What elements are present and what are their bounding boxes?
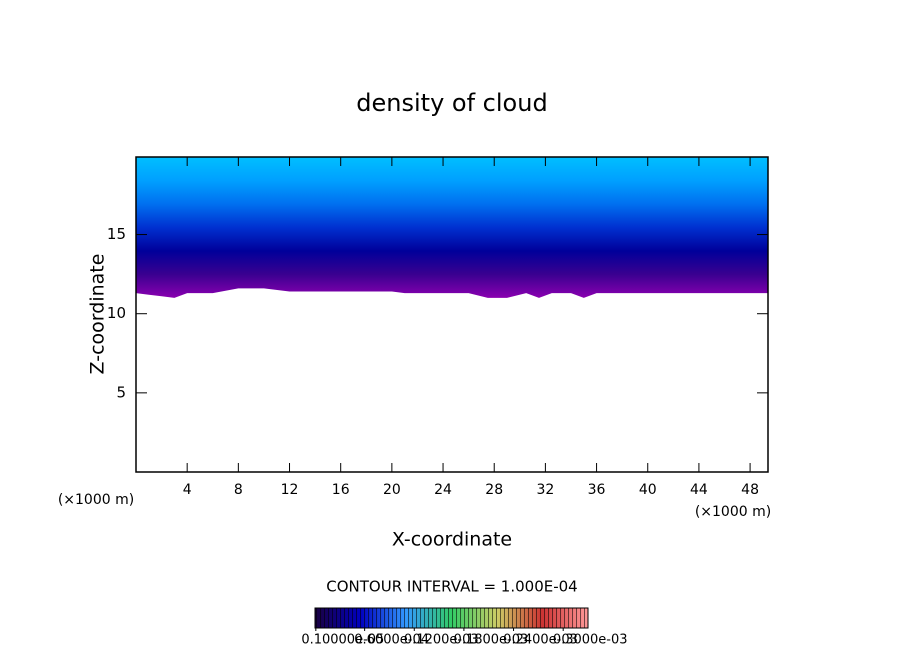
x-tick-label: 32 <box>536 482 554 498</box>
x-axis-label: X-coordinate <box>392 529 512 551</box>
y-axis-label: Z-coordinate <box>87 254 109 375</box>
x-tick-label: 12 <box>281 482 299 498</box>
x-tick-label: 40 <box>639 482 657 498</box>
colorbar-tick-label: 0.3000e-03 <box>553 633 628 648</box>
colorbar-tick-label: 0.6000e-04 <box>354 633 429 648</box>
colorbar-tick-label: 0.1200e-03 <box>404 633 479 648</box>
x-unit-label: (×1000 m) <box>695 504 771 520</box>
plot-frame <box>135 156 769 473</box>
y-tick-label: 15 <box>107 225 126 243</box>
x-tick-label: 8 <box>234 482 243 498</box>
x-tick-label: 48 <box>741 482 759 498</box>
x-tick-label: 20 <box>383 482 401 498</box>
x-tick-label: 44 <box>690 482 708 498</box>
x-tick-label: 28 <box>485 482 503 498</box>
x-tick-label: 24 <box>434 482 452 498</box>
chart-title: density of cloud <box>356 89 547 117</box>
contour-interval: CONTOUR INTERVAL = 1.000E-04 <box>326 578 577 596</box>
x-tick-label: 4 <box>183 482 192 498</box>
colorbar-tick-label: 0.10000e-05 <box>301 633 384 648</box>
x-tick-label: 36 <box>588 482 606 498</box>
y-tick-label: 5 <box>116 383 126 401</box>
x-tick-label: 16 <box>332 482 350 498</box>
colorbar-stripes <box>314 607 589 629</box>
y-unit-label: (×1000 m) <box>58 492 134 508</box>
colorbar-tick-label: 0.2400e-03 <box>503 633 578 648</box>
y-tick-label: 10 <box>107 304 126 322</box>
colorbar-tick-label: 0.1800e-03 <box>454 633 529 648</box>
cloud-region <box>136 157 768 298</box>
